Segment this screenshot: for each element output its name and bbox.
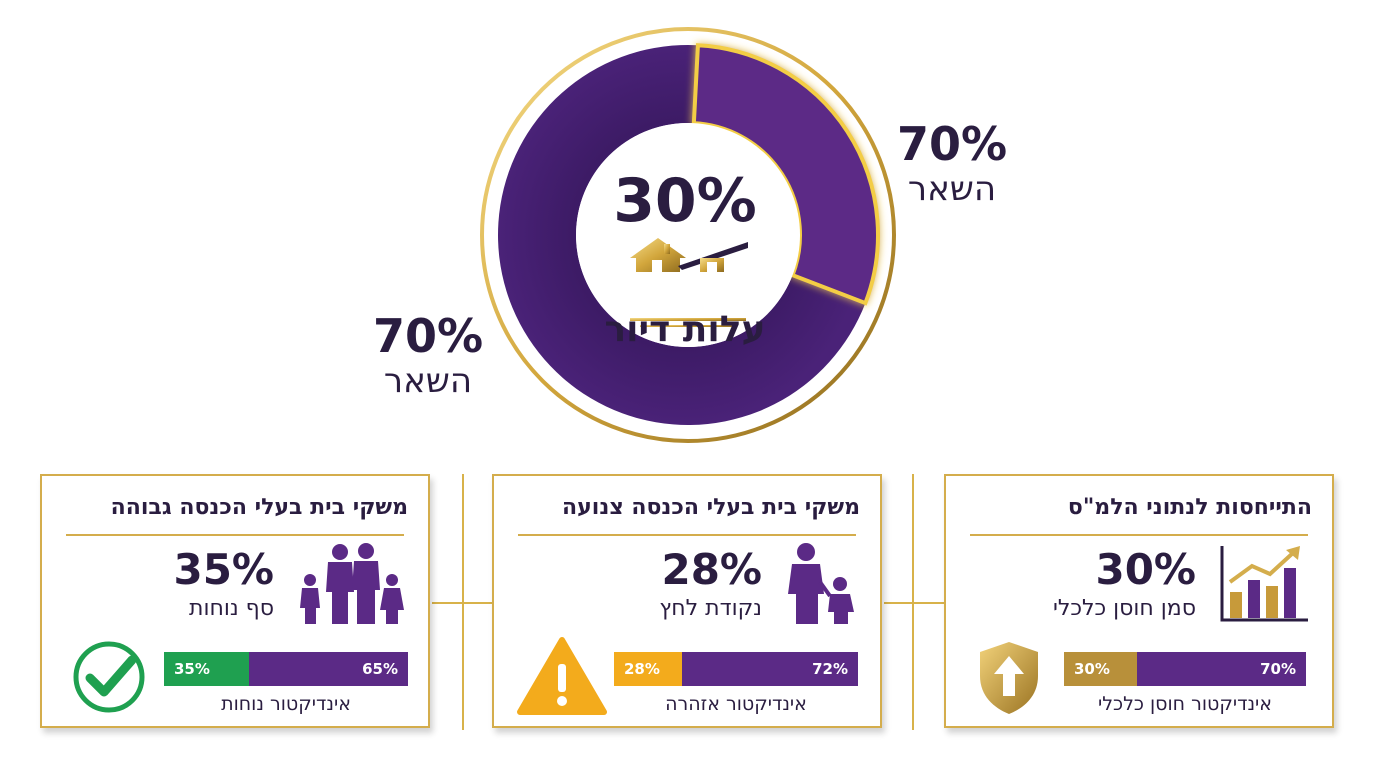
rest-bottom-label: השאר xyxy=(383,361,473,401)
rest-top-percent: 70% xyxy=(896,117,1008,171)
center-underline xyxy=(630,318,746,321)
connector-right xyxy=(884,602,944,604)
indicator-bar: 35% 65% xyxy=(164,652,408,686)
bar-segment-right: 65% xyxy=(249,652,408,686)
card-title: התייחסות לנתוני הלמ"ס xyxy=(1067,495,1312,520)
rest-bottom-percent: 70% xyxy=(372,309,484,363)
card-high-income: משקי בית בעלי הכנסה גבוהה 35% סף נוחות 3… xyxy=(40,474,430,728)
center-percent: 30% xyxy=(613,166,757,236)
checkmark-icon xyxy=(73,641,145,713)
card-divider xyxy=(518,534,856,536)
bar-chart-icon xyxy=(1220,546,1308,622)
indicator-bar: 30% 70% xyxy=(1064,652,1306,686)
donut-outer-ring xyxy=(480,27,896,443)
rest-top-label: השאר xyxy=(907,169,997,209)
connector-left xyxy=(432,602,492,604)
bar-segment-left: 30% xyxy=(1064,652,1137,686)
card-percent: 35% xyxy=(173,545,274,594)
indicator-label: אינדיקטור אזהרה xyxy=(665,693,807,715)
bar-segment-left: 28% xyxy=(614,652,683,686)
donut-center xyxy=(576,123,800,347)
bar-segment-left: 35% xyxy=(164,652,250,686)
rest-label-top: 70% השאר xyxy=(890,118,1014,208)
warning-icon xyxy=(517,637,607,715)
donut-slice-rest xyxy=(498,44,866,426)
family-icon xyxy=(300,543,404,624)
card-modest-income: משקי בית בעלי הכנסה צנועה 28% נקודת לחץ … xyxy=(492,474,882,728)
card-subtitle: סף נוחות xyxy=(189,596,274,621)
card-percent: 28% xyxy=(661,545,762,594)
card-percent: 30% xyxy=(1095,545,1196,594)
bar-segment-right: 70% xyxy=(1136,652,1306,686)
indicator-label: אינדיקטור נוחות xyxy=(221,693,351,715)
indicator-bar: 28% 72% xyxy=(614,652,858,686)
shield-arrow-icon xyxy=(980,642,1038,714)
card-subtitle: נקודת לחץ xyxy=(659,596,762,621)
card-cbs-data: התייחסות לנתוני הלמ"ס 30% סמן חוסן כלכלי… xyxy=(944,474,1334,728)
bar-segment-right: 72% xyxy=(682,652,858,686)
card-subtitle: סמן חוסן כלכלי xyxy=(1052,596,1196,621)
center-label: עלות דיור xyxy=(604,309,766,350)
card-divider xyxy=(970,534,1308,536)
parent-child-icon xyxy=(788,543,854,624)
donut-center-text: 30% עלות דיור xyxy=(590,168,780,350)
indicator-label: אינדיקטור חוסן כלכלי xyxy=(1098,693,1272,715)
center-underline-2 xyxy=(640,325,736,327)
rest-label-bottom: 70% השאר xyxy=(366,310,490,400)
card-title: משקי בית בעלי הכנסה צנועה xyxy=(562,495,860,520)
card-divider xyxy=(66,534,404,536)
card-title: משקי בית בעלי הכנסה גבוהה xyxy=(110,495,408,520)
house-icon xyxy=(630,238,748,272)
